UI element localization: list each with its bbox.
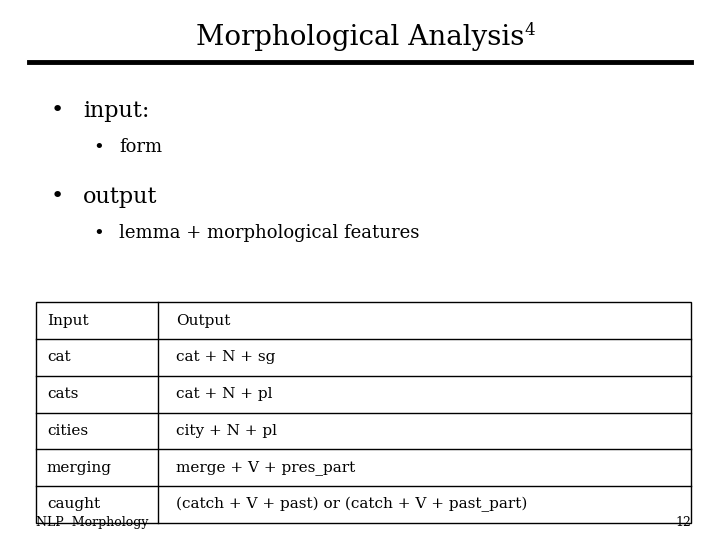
Text: lemma + morphological features: lemma + morphological features [119, 224, 419, 242]
Text: Morphological Analysis: Morphological Analysis [196, 24, 524, 51]
Text: 4: 4 [524, 22, 535, 38]
Bar [36, 302, 691, 523]
Text: output: output [83, 186, 157, 208]
Text: cats: cats [47, 387, 78, 401]
Text: input:: input: [83, 100, 149, 122]
Text: cities: cities [47, 424, 88, 438]
Text: (catch + V + past) or (catch + V + past_part): (catch + V + past) or (catch + V + past_… [176, 497, 528, 512]
Text: 12: 12 [675, 516, 691, 529]
Text: cat + N + sg: cat + N + sg [176, 350, 276, 365]
Text: city + N + pl: city + N + pl [176, 424, 277, 438]
Text: merge + V + pres_part: merge + V + pres_part [176, 460, 356, 475]
Text: caught: caught [47, 497, 100, 511]
Text: •: • [50, 186, 63, 206]
Text: cat + N + pl: cat + N + pl [176, 387, 273, 401]
Text: merging: merging [47, 461, 112, 475]
Text: cat: cat [47, 350, 71, 365]
Text: •: • [50, 100, 63, 120]
Text: •: • [94, 224, 104, 242]
Text: NLP  Morphology: NLP Morphology [36, 516, 148, 529]
Text: form: form [119, 138, 162, 156]
Text: •: • [94, 138, 104, 156]
Text: Output: Output [176, 314, 231, 328]
Text: Input: Input [47, 314, 89, 328]
